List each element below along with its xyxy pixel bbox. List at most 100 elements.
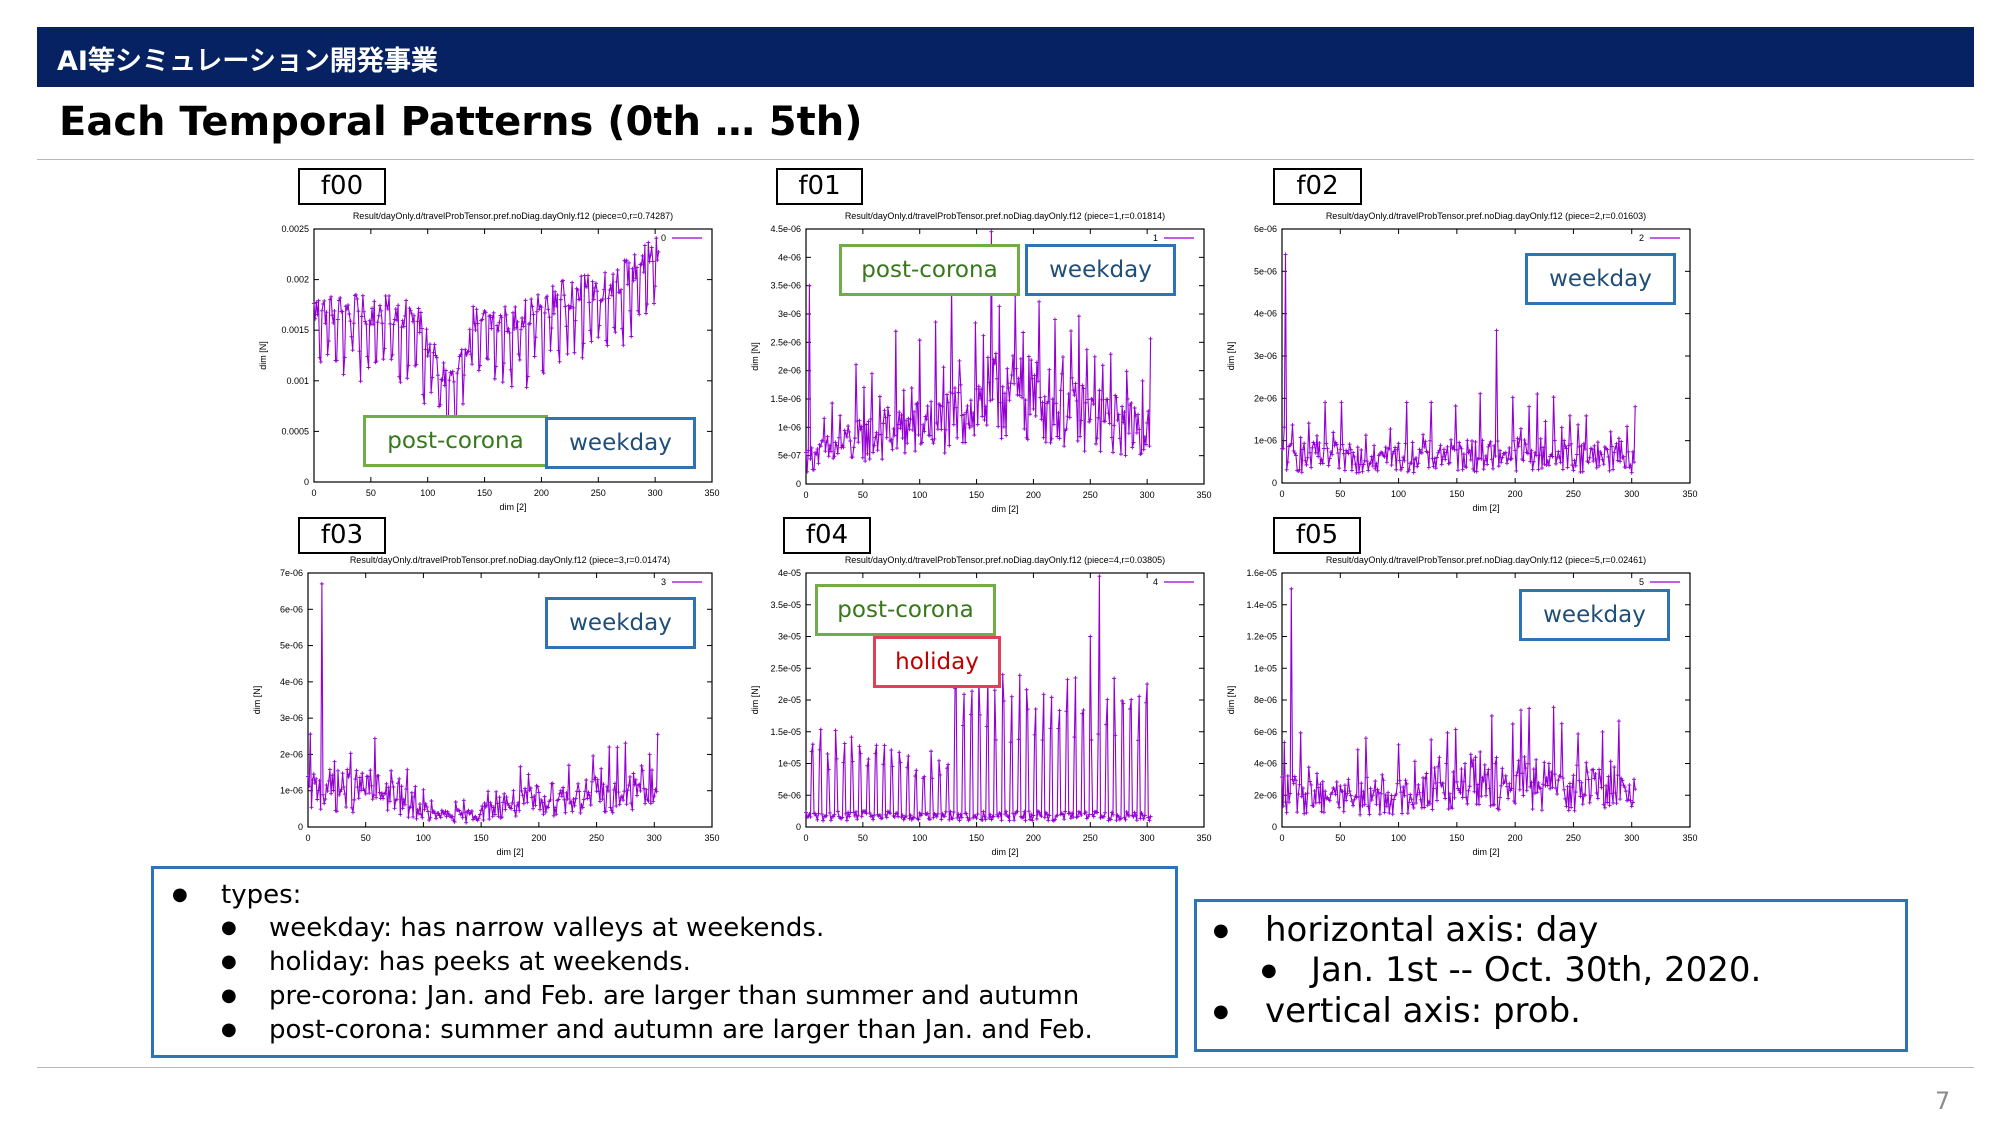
data-point bbox=[561, 785, 566, 790]
data-point bbox=[1349, 468, 1354, 473]
data-point bbox=[559, 794, 564, 799]
data-point bbox=[958, 382, 963, 387]
data-point bbox=[1008, 740, 1013, 745]
data-point bbox=[630, 266, 635, 271]
data-point bbox=[1445, 444, 1450, 449]
y-tick-label: 6e-06 bbox=[1254, 224, 1277, 234]
data-point bbox=[407, 306, 412, 311]
data-point bbox=[1033, 413, 1038, 418]
data-point bbox=[1082, 449, 1087, 454]
data-point bbox=[546, 307, 551, 312]
data-point bbox=[890, 764, 895, 769]
data-point bbox=[1412, 759, 1417, 764]
data-point bbox=[1088, 634, 1093, 639]
data-point bbox=[452, 819, 457, 824]
axis-notes-box: ● horizontal axis: day ● Jan. 1st -- Oct… bbox=[1194, 899, 1908, 1052]
data-point bbox=[1560, 467, 1565, 472]
data-point bbox=[1029, 812, 1034, 817]
series-line bbox=[313, 238, 660, 439]
data-point bbox=[962, 692, 967, 697]
data-point bbox=[528, 786, 533, 791]
data-point bbox=[424, 805, 429, 810]
data-point bbox=[1408, 792, 1413, 797]
data-point bbox=[619, 287, 624, 292]
data-point bbox=[318, 359, 323, 364]
data-point bbox=[401, 324, 406, 329]
data-point bbox=[1499, 460, 1504, 465]
y-tick-label: 0.002 bbox=[286, 275, 309, 285]
y-axis-label: dim [N] bbox=[750, 686, 760, 715]
data-point bbox=[519, 788, 524, 793]
data-point bbox=[1083, 400, 1088, 405]
bullet-dot: ● bbox=[221, 985, 237, 1006]
y-tick-label: 0 bbox=[796, 822, 801, 832]
data-point bbox=[584, 284, 589, 289]
data-point bbox=[856, 813, 861, 818]
data-point bbox=[1338, 447, 1343, 452]
data-point bbox=[1046, 399, 1051, 404]
data-point bbox=[359, 314, 364, 319]
data-point bbox=[1289, 586, 1294, 591]
data-point bbox=[1411, 805, 1416, 810]
data-point bbox=[885, 405, 890, 410]
data-point bbox=[1309, 465, 1314, 470]
data-point bbox=[1088, 417, 1093, 422]
data-point bbox=[1590, 447, 1595, 452]
data-point bbox=[646, 798, 651, 803]
data-point bbox=[882, 743, 887, 748]
data-point bbox=[1468, 752, 1473, 757]
data-point bbox=[624, 802, 629, 807]
chart-title: Result/dayOnly.d/travelProbTensor.pref.n… bbox=[352, 211, 674, 221]
data-point bbox=[807, 811, 812, 816]
data-point bbox=[838, 413, 843, 418]
data-point bbox=[347, 771, 352, 776]
data-point bbox=[596, 789, 601, 794]
data-point bbox=[1009, 373, 1014, 378]
data-point bbox=[877, 813, 882, 818]
data-point bbox=[1401, 455, 1406, 460]
data-point bbox=[322, 801, 327, 806]
data-point bbox=[625, 282, 630, 287]
data-point bbox=[957, 818, 962, 823]
data-point bbox=[604, 338, 609, 343]
data-point bbox=[826, 767, 831, 772]
data-point bbox=[329, 791, 334, 796]
plot-frame bbox=[307, 572, 713, 828]
data-point bbox=[589, 779, 594, 784]
data-point bbox=[481, 818, 486, 823]
data-point bbox=[1298, 435, 1303, 440]
data-point bbox=[1522, 438, 1527, 443]
data-point bbox=[1387, 811, 1392, 816]
data-point bbox=[1040, 738, 1045, 743]
data-point bbox=[1382, 810, 1387, 815]
data-point bbox=[1136, 738, 1141, 743]
data-point bbox=[1583, 793, 1588, 798]
data-point bbox=[1073, 675, 1078, 680]
data-point bbox=[1087, 419, 1092, 424]
data-point bbox=[1137, 427, 1142, 432]
data-point bbox=[1571, 773, 1576, 778]
data-point bbox=[1477, 802, 1482, 807]
data-point bbox=[476, 368, 481, 373]
data-point bbox=[842, 741, 847, 746]
data-point bbox=[1075, 438, 1080, 443]
x-tick-label: 250 bbox=[1566, 489, 1581, 499]
data-point bbox=[1605, 800, 1610, 805]
data-point bbox=[367, 791, 372, 796]
data-point bbox=[1008, 381, 1013, 386]
x-tick-label: 100 bbox=[420, 488, 435, 498]
data-point bbox=[466, 349, 471, 354]
data-point bbox=[377, 303, 382, 308]
data-point bbox=[338, 789, 343, 794]
data-point bbox=[1342, 468, 1347, 473]
data-point bbox=[557, 791, 562, 796]
data-point bbox=[422, 401, 427, 406]
data-point bbox=[396, 781, 401, 786]
data-point bbox=[587, 300, 592, 305]
data-point bbox=[1302, 811, 1307, 816]
y-tick-label: 1e-05 bbox=[1254, 663, 1277, 673]
data-point bbox=[1099, 397, 1104, 402]
data-point bbox=[1566, 808, 1571, 813]
data-point bbox=[392, 806, 397, 811]
data-point bbox=[1465, 801, 1470, 806]
